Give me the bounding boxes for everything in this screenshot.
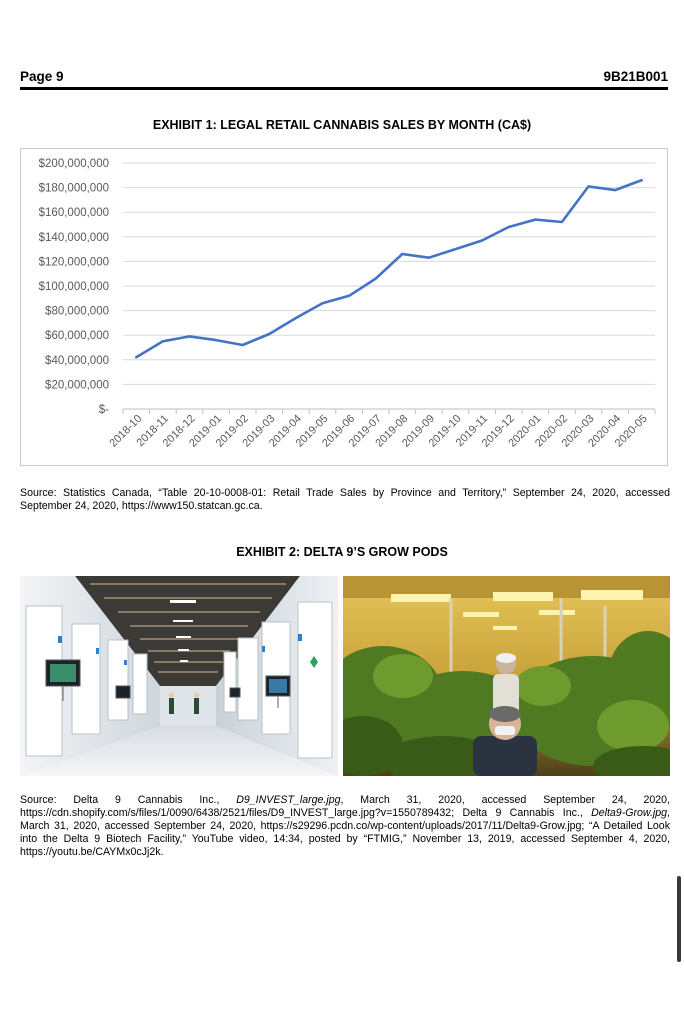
y-tick-label: $200,000,000 [39,158,109,170]
y-tick-label: $40,000,000 [45,355,109,367]
page-number: Page 9 [20,69,64,84]
source-text: , March 31, 2020, accessed September 24,… [20,794,670,819]
y-tick-label: $- [99,404,109,416]
grow-room-workers-photo [343,576,670,776]
source-filename-1: D9_INVEST_large.jpg [236,794,341,806]
y-tick-label: $100,000,000 [39,281,109,293]
sales-series-line [135,178,644,359]
sales-line-chart: $- $20,000,000 $40,000,000 $60,000,000 $80,0… [20,148,668,466]
y-tick-label: $180,000,000 [39,183,109,195]
y-tick-label: $20,000,000 [45,379,109,391]
source-text: , March 31, 2020, accessed September 24,… [20,807,670,858]
exhibit-1-title: EXHIBIT 1: LEGAL RETAIL CANNABIS SALES B… [152,118,532,132]
document-code: 9B21B001 [603,69,668,84]
y-tick-label: $140,000,000 [39,232,109,244]
chart-canvas: $- $20,000,000 $40,000,000 $60,000,000 $80,0… [39,158,656,450]
exhibit-1-source: Source: Statistics Canada, “Table 20-10-… [20,487,670,512]
header-rule [20,87,668,90]
source-text: Source: Delta 9 Cannabis Inc., [20,794,237,806]
grow-pods-corridor-photo [20,576,338,776]
source-filename-2: Delta9-Grow.jpg [591,807,668,819]
y-tick-label: $80,000,000 [45,306,109,318]
y-tick-label: $120,000,000 [39,256,109,268]
y-tick-label: $160,000,000 [39,207,109,219]
exhibit-2-source: Source: Delta 9 Cannabis Inc., D9_INVEST… [20,794,670,859]
y-tick-label: $60,000,000 [45,330,109,342]
scrollbar-thumb[interactable] [677,876,681,962]
page-header: Page 9 9B21B001 [20,69,668,89]
exhibit-2-title: EXHIBIT 2: DELTA 9’S GROW PODS [236,545,448,559]
